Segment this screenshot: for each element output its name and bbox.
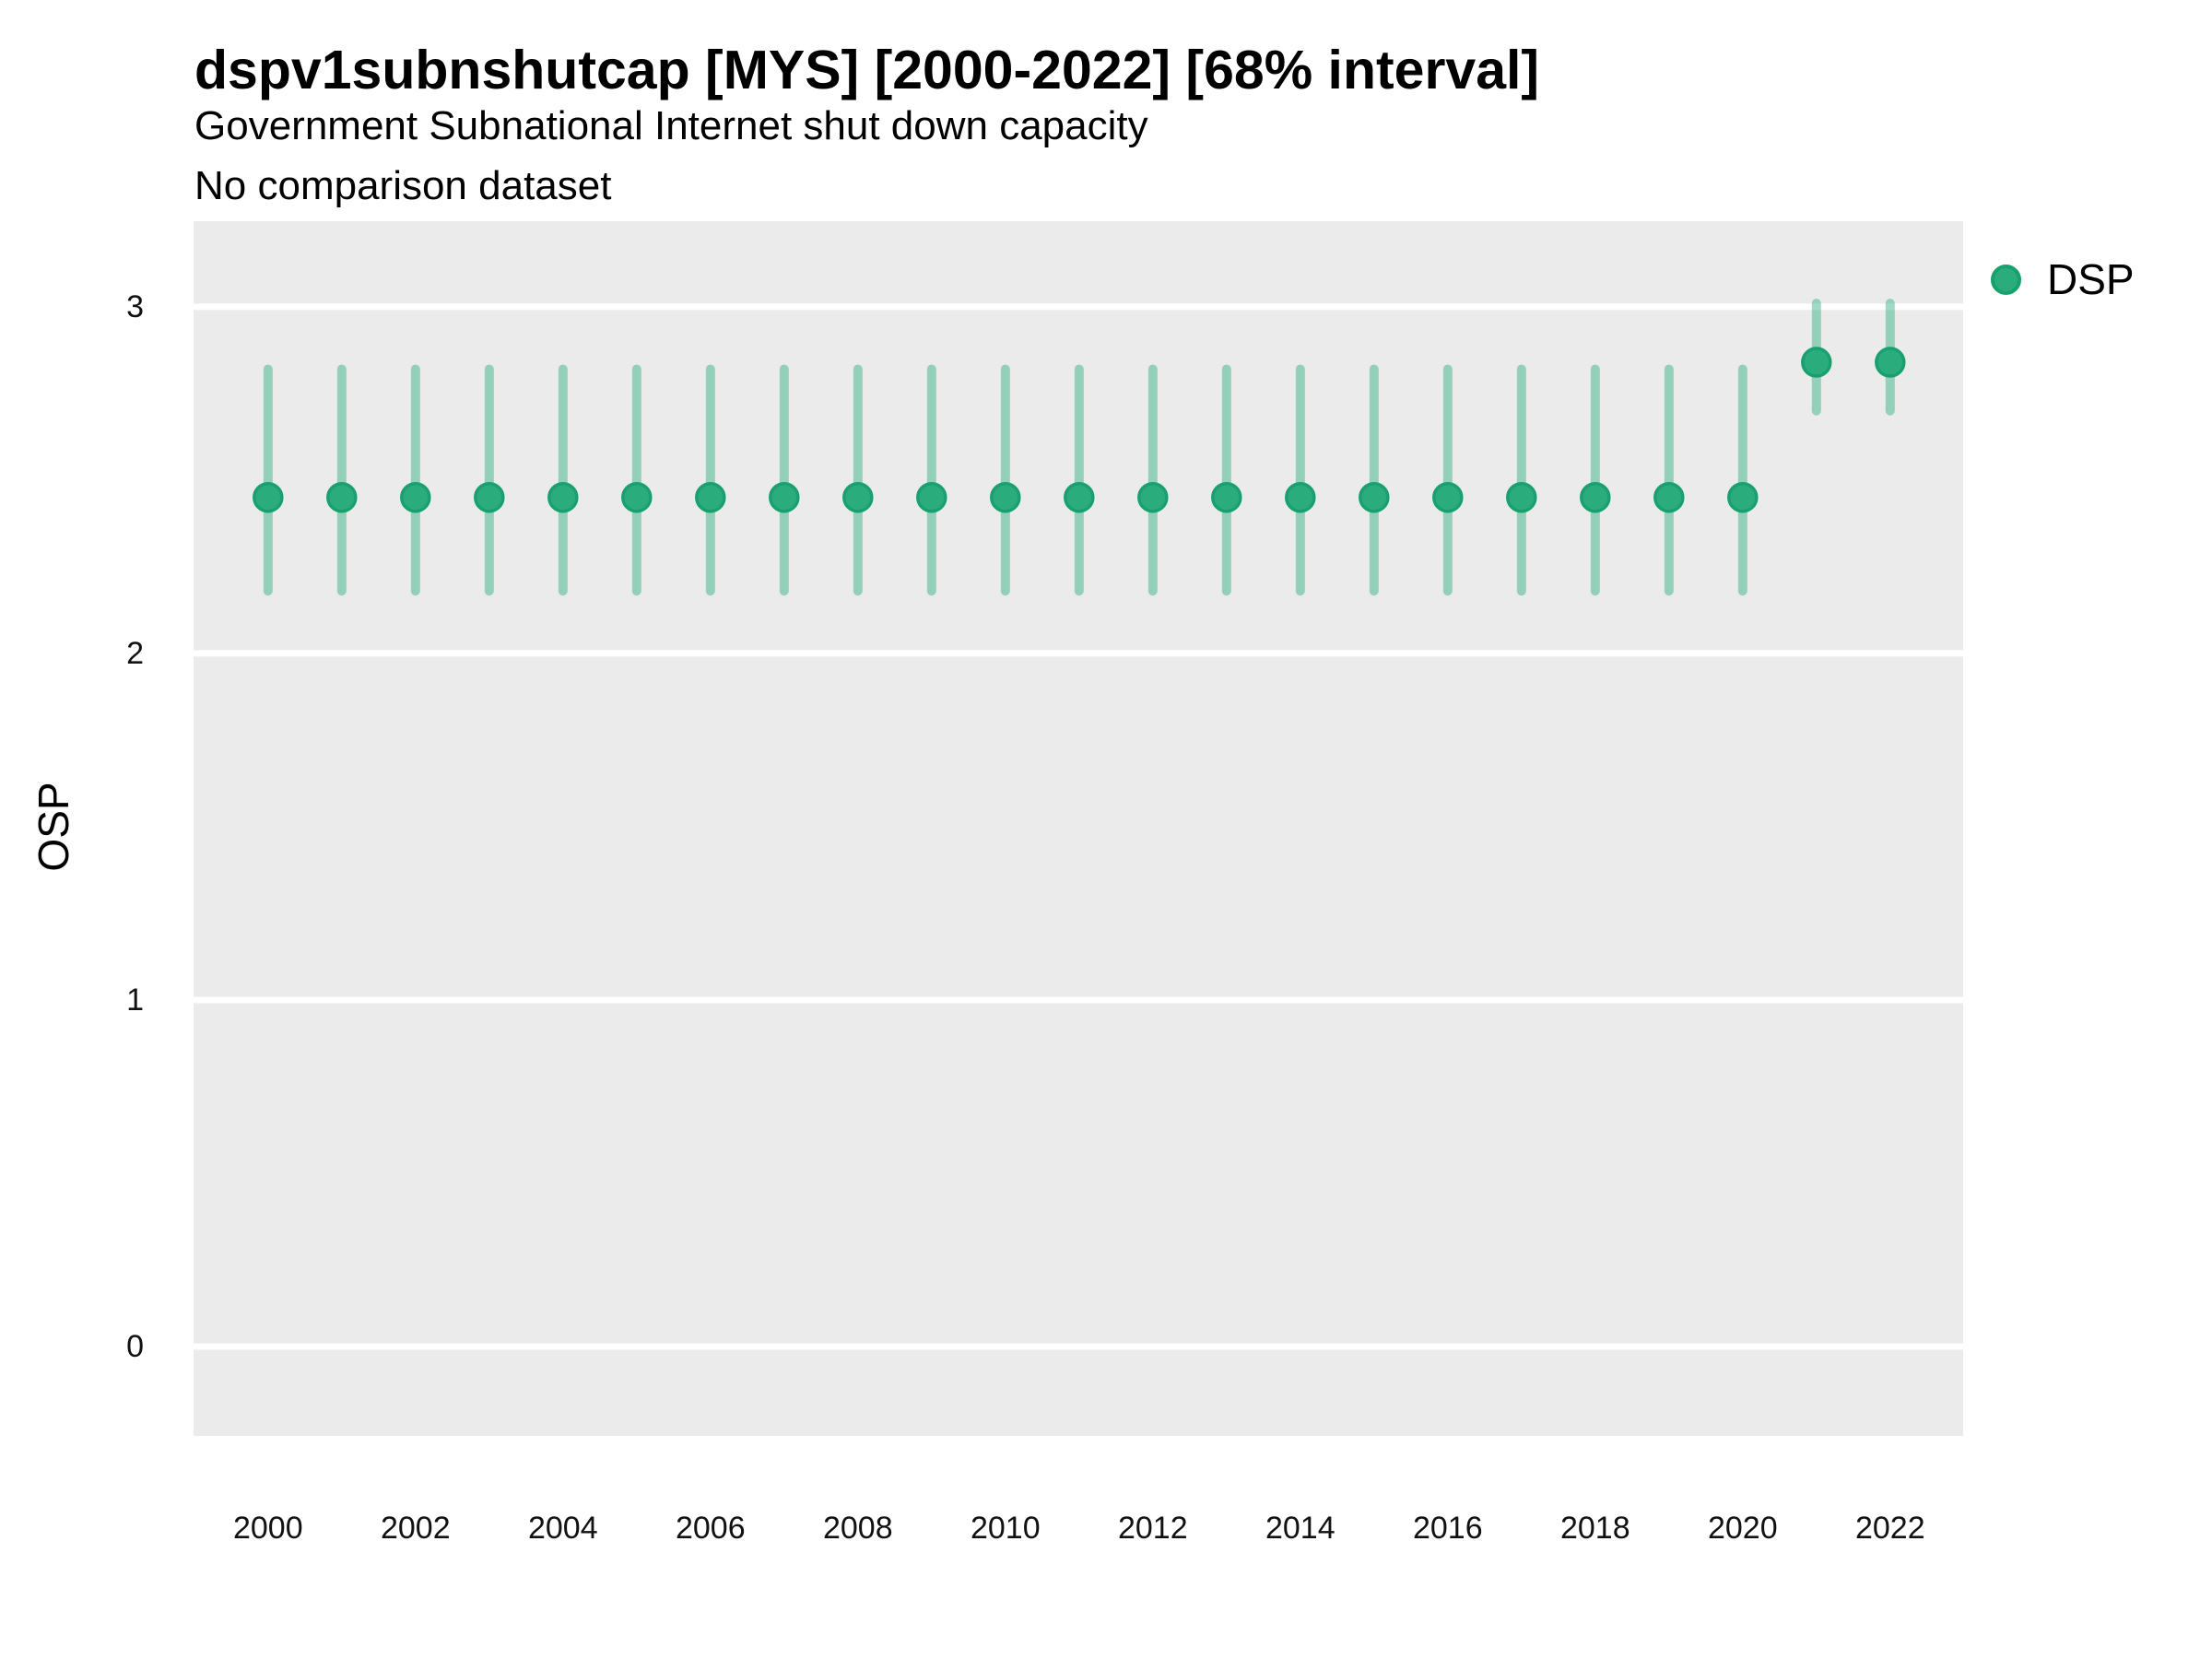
- x-tick-label-2020: 2020: [1707, 1511, 1778, 1546]
- data-point-2019: [1653, 481, 1685, 513]
- data-point-2004: [547, 481, 579, 513]
- data-point-2021: [1801, 347, 1832, 378]
- data-point-2005: [621, 481, 653, 513]
- chart-title: dspv1subnshutcap [MYS] [2000-2022] [68% …: [194, 40, 1540, 100]
- data-point-2009: [916, 481, 947, 513]
- x-tick-label-2010: 2010: [970, 1511, 1041, 1546]
- x-tick-label-2014: 2014: [1265, 1511, 1335, 1546]
- x-tick-label-2016: 2016: [1412, 1511, 1483, 1546]
- data-point-2020: [1727, 481, 1759, 513]
- x-tick-label-2006: 2006: [675, 1511, 746, 1546]
- data-point-2001: [326, 481, 358, 513]
- x-tick-label-2004: 2004: [527, 1511, 598, 1546]
- x-tick-label-2018: 2018: [1559, 1511, 1630, 1546]
- data-point-2011: [1064, 481, 1095, 513]
- y-tick-label-2: 2: [126, 635, 144, 671]
- data-point-2018: [1580, 481, 1611, 513]
- data-point-2010: [990, 481, 1021, 513]
- x-tick-label-2022: 2022: [1854, 1511, 1925, 1546]
- plot-area: [194, 221, 1963, 1436]
- y-tick-label-1: 1: [126, 982, 144, 1018]
- data-point-2017: [1506, 481, 1537, 513]
- data-point-2003: [474, 481, 505, 513]
- x-tick-label-2008: 2008: [822, 1511, 893, 1546]
- data-point-2007: [769, 481, 800, 513]
- y-tick-label-3: 3: [126, 288, 144, 324]
- x-tick-label-2000: 2000: [232, 1511, 303, 1546]
- data-point-2012: [1137, 481, 1169, 513]
- data-point-2006: [695, 481, 726, 513]
- data-point-2016: [1432, 481, 1464, 513]
- data-point-2000: [253, 481, 284, 513]
- legend-dot-icon: [1991, 264, 2021, 295]
- legend: DSP: [1991, 254, 2135, 304]
- legend-label: DSP: [2047, 255, 2135, 303]
- data-point-2022: [1875, 347, 1906, 378]
- y-axis-title: OSP: [29, 782, 77, 872]
- x-tick-label-2002: 2002: [380, 1511, 451, 1546]
- data-point-2002: [400, 481, 431, 513]
- data-point-2015: [1359, 481, 1390, 513]
- data-point-2008: [842, 481, 874, 513]
- y-tick-label-0: 0: [126, 1328, 144, 1364]
- x-tick-label-2012: 2012: [1117, 1511, 1188, 1546]
- chart-note: No comparison dataset: [194, 163, 612, 208]
- data-point-2014: [1285, 481, 1316, 513]
- chart-subtitle: Government Subnational Internet shut dow…: [194, 103, 1148, 148]
- panel-background: [194, 221, 1963, 1436]
- data-point-2013: [1211, 481, 1242, 513]
